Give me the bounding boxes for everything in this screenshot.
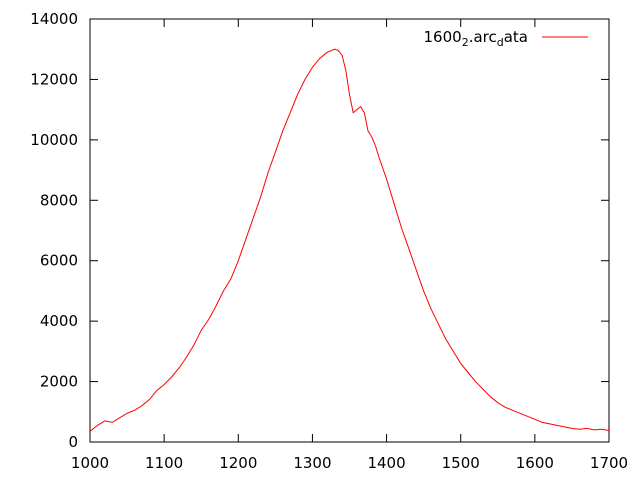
x-tick-label: 1400	[367, 454, 405, 472]
plot-frame	[89, 18, 610, 443]
y-tick-label: 6000	[40, 252, 78, 270]
legend-label: 16002.arcdata	[424, 28, 528, 49]
y-tick-label: 10000	[30, 131, 78, 149]
x-tick-label: 1600	[516, 454, 554, 472]
x-tick-label: 1000	[71, 454, 109, 472]
y-tick-label: 14000	[30, 10, 78, 28]
series-line	[89, 48, 610, 432]
y-tick-label: 8000	[40, 191, 78, 209]
y-tick-label: 12000	[30, 70, 78, 88]
y-axis-ticks: 0 2000 4000 6000 8000 10000 12000 14000	[30, 10, 609, 451]
x-axis-ticks: 1000 1100 1200 1300 1400 1500 1600 1700	[71, 19, 628, 472]
y-tick-label: 4000	[40, 312, 78, 330]
x-tick-label: 1300	[293, 454, 331, 472]
x-tick-label: 1700	[590, 454, 628, 472]
x-tick-label: 1100	[145, 454, 183, 472]
x-tick-label: 1200	[219, 454, 257, 472]
x-tick-label: 1500	[442, 454, 480, 472]
y-tick-label: 2000	[40, 373, 78, 391]
legend: 16002.arcdata	[424, 28, 588, 49]
y-tick-label: 0	[68, 433, 78, 451]
